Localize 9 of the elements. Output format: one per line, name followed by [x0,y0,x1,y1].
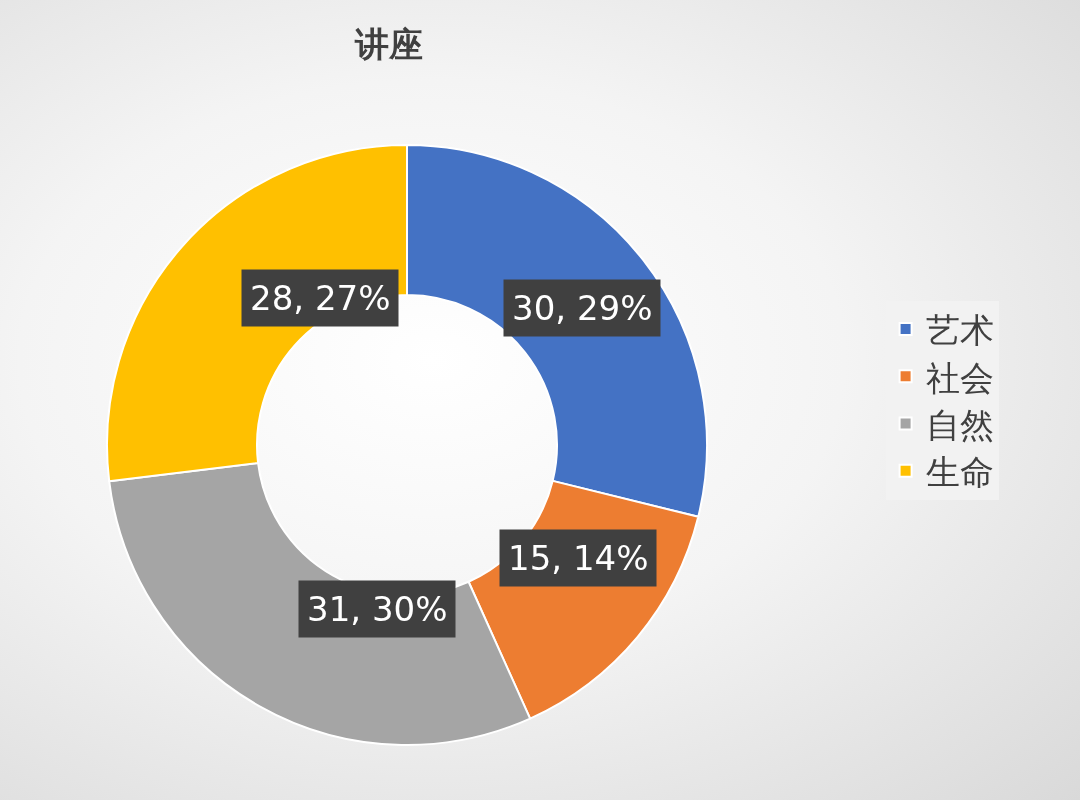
legend-label: 艺术 [925,310,994,351]
data-label: 28, 27% [250,278,391,318]
data-label: 31, 30% [307,589,448,629]
legend-label: 自然 [925,404,994,445]
legend-label: 生命 [925,451,994,492]
chart-title: 讲座 [353,23,423,64]
data-label: 15, 14% [508,538,649,578]
data-label: 30, 29% [512,288,653,328]
legend-label: 社会 [925,357,994,398]
